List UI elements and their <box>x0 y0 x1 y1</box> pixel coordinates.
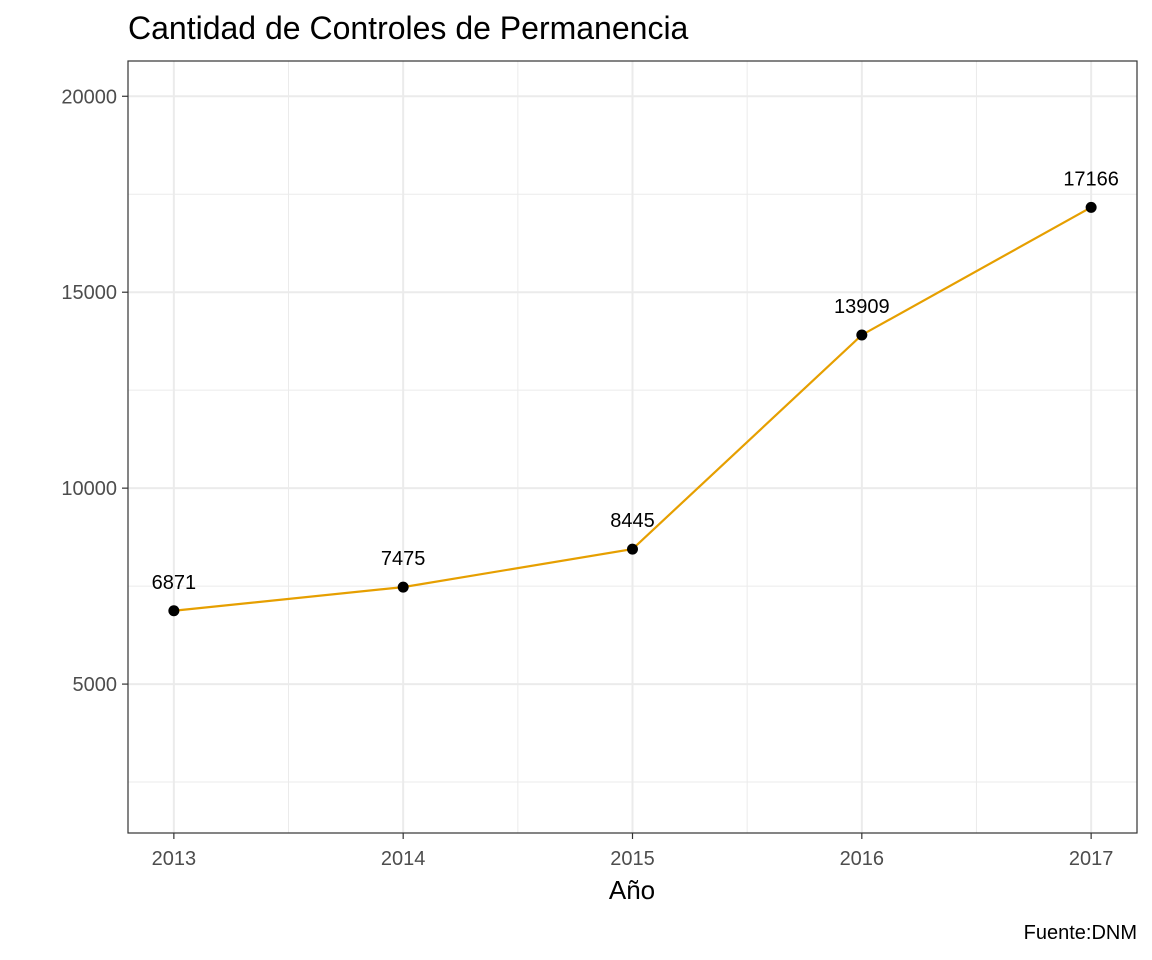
y-tick-label: 20000 <box>61 86 117 108</box>
x-axis-title: Año <box>609 875 655 905</box>
x-tick-label: 2016 <box>840 848 885 870</box>
chart-title: Cantidad de Controles de Permanencia <box>128 10 689 46</box>
data-label: 6871 <box>152 572 197 594</box>
x-tick-label: 2015 <box>610 848 655 870</box>
data-label: 13909 <box>834 296 890 318</box>
data-point <box>1085 201 1097 213</box>
data-label: 8445 <box>610 510 655 532</box>
data-label: 7475 <box>381 548 426 570</box>
y-tick-label: 15000 <box>61 282 117 304</box>
data-point <box>168 605 180 617</box>
grid-lines <box>128 61 1137 833</box>
data-label: 17166 <box>1063 168 1119 190</box>
y-tick-label: 10000 <box>61 478 117 500</box>
x-tick-label: 2017 <box>1069 848 1114 870</box>
data-point <box>856 329 868 341</box>
chart-caption: Fuente:DNM <box>1024 922 1137 944</box>
y-tick-label: 5000 <box>73 674 118 696</box>
x-tick-label: 2013 <box>152 848 197 870</box>
data-labels: 6871 7475 8445 13909 17166 <box>152 168 1119 593</box>
data-series <box>168 201 1097 617</box>
data-point <box>627 543 638 555</box>
x-tick-label: 2014 <box>381 848 426 870</box>
x-axis: 2013 2014 2015 2016 2017 <box>152 833 1114 870</box>
data-point <box>397 581 409 593</box>
y-axis: 5000 10000 15000 20000 <box>61 86 128 696</box>
